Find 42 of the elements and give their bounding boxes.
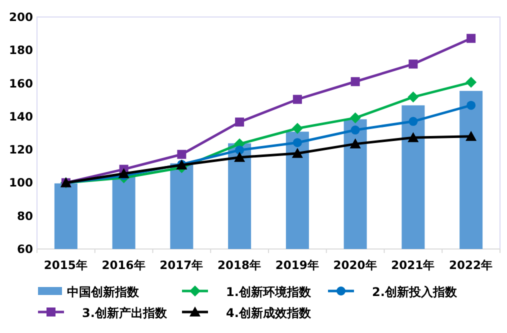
point [466,76,477,88]
x-tick-label: 2015年 [44,258,88,272]
point [350,112,361,124]
point [350,126,360,135]
y-tick-label: 120 [8,142,33,157]
legend-label: 2.创新投入指数 [372,285,458,299]
x-tick-label: 2016年 [102,258,146,272]
x-tick-label: 2018年 [218,258,262,272]
point [177,150,186,159]
point [466,130,477,141]
x-tick-label: 2020年 [333,258,378,272]
y-tick-label: 180 [8,43,33,58]
legend-label: 1.创新环境指数 [226,285,312,299]
y-tick-label: 200 [8,10,33,24]
x-tick-label: 2021年 [391,258,436,272]
x-tick-label: 2019年 [275,258,320,272]
y-tick-label: 100 [8,176,33,190]
point [292,148,303,158]
point [292,138,302,148]
point [292,122,303,134]
legend-label: 中国创新指数 [67,285,140,299]
point [408,132,419,142]
x-tick-label: 2017年 [160,258,204,272]
point [292,94,302,104]
point [408,60,418,69]
legend-label: 4.创新成效指数 [226,306,312,320]
y-tick-label: 140 [8,109,33,124]
point [466,100,476,110]
point [235,146,244,155]
y-tick-label: 60 [16,242,33,256]
point [234,152,246,162]
x-tick-label: 2022年 [449,258,494,272]
point [235,118,244,127]
point [408,116,418,126]
point [350,138,361,148]
y-tick-label: 80 [16,208,33,223]
legend-label: 3.创新产出指数 [82,306,168,320]
y-tick-label: 160 [8,76,33,90]
point [466,34,476,43]
point [408,92,419,103]
point [350,77,360,86]
point [118,168,130,178]
